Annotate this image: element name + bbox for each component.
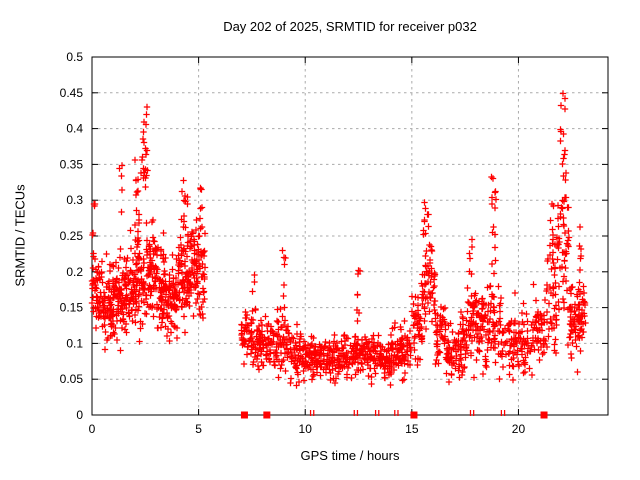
y-tick-label: 0.1	[66, 336, 83, 350]
x-tick-label: 10	[299, 422, 313, 436]
y-tick-label: 0.3	[66, 193, 83, 207]
x-tick-label: 20	[512, 422, 526, 436]
y-tick-label: 0.5	[66, 50, 83, 64]
axis-ticks	[91, 56, 608, 416]
y-tick-label: 0.15	[60, 301, 84, 315]
chart-title: Day 202 of 2025, SRMTID for receiver p03…	[223, 19, 477, 34]
x-axis-label: GPS time / hours	[300, 448, 400, 463]
y-tick-label: 0.35	[60, 157, 84, 171]
y-tick-label: 0.25	[60, 229, 84, 243]
y-tick-label: 0.45	[60, 86, 84, 100]
x-tick-label: 15	[405, 422, 419, 436]
x-tick-label: 0	[89, 422, 96, 436]
y-tick-label: 0.05	[60, 372, 84, 386]
y-tick-label: 0.2	[66, 265, 83, 279]
y-tick-label: 0	[76, 408, 83, 422]
x-tick-label: 5	[195, 422, 202, 436]
y-tick-label: 0.4	[66, 122, 83, 136]
scatter-points	[88, 90, 589, 389]
baseline-markers	[240, 410, 548, 419]
